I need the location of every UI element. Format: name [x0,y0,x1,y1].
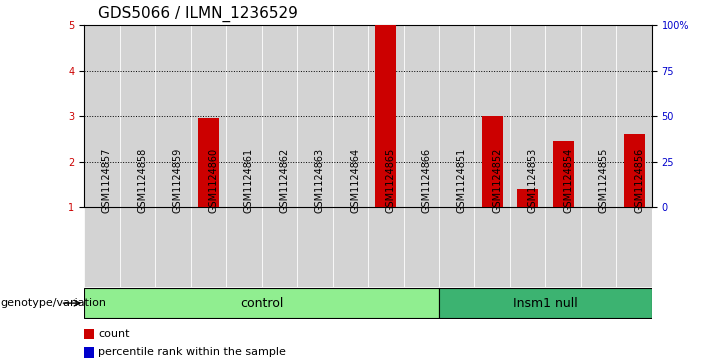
Bar [84,347,94,358]
Text: GDS5066 / ILMN_1236529: GDS5066 / ILMN_1236529 [98,5,298,22]
FancyBboxPatch shape [545,207,581,287]
FancyBboxPatch shape [510,207,545,287]
Bar [439,25,475,207]
Text: GSM1124858: GSM1124858 [137,148,147,213]
FancyBboxPatch shape [332,207,368,287]
Bar [198,118,219,207]
Text: GSM1124863: GSM1124863 [315,148,325,213]
FancyBboxPatch shape [191,207,226,287]
FancyBboxPatch shape [616,207,652,287]
Text: GSM1124865: GSM1124865 [386,148,396,213]
Bar [375,25,397,207]
Text: Insm1 null: Insm1 null [513,297,578,310]
Text: GSM1124856: GSM1124856 [634,148,644,213]
Text: GSM1124861: GSM1124861 [244,148,254,213]
Bar [332,25,368,207]
Text: GSM1124866: GSM1124866 [421,148,431,213]
FancyBboxPatch shape [261,207,297,287]
Text: percentile rank within the sample: percentile rank within the sample [98,347,286,357]
FancyBboxPatch shape [84,207,120,287]
FancyBboxPatch shape [120,207,155,287]
Bar [368,25,404,207]
Text: GSM1124855: GSM1124855 [599,148,608,213]
Text: GSM1124853: GSM1124853 [528,148,538,213]
Bar [191,25,226,207]
FancyBboxPatch shape [439,288,652,318]
FancyBboxPatch shape [368,207,404,287]
Bar [545,25,581,207]
Text: GSM1124854: GSM1124854 [563,148,573,213]
FancyBboxPatch shape [226,207,261,287]
Bar [552,141,574,207]
Bar [155,25,191,207]
Text: GSM1124860: GSM1124860 [208,148,218,213]
FancyBboxPatch shape [439,207,475,287]
FancyBboxPatch shape [84,288,439,318]
Bar [84,25,120,207]
Text: GSM1124852: GSM1124852 [492,148,502,213]
Text: GSM1124851: GSM1124851 [457,148,467,213]
Bar [482,116,503,207]
Text: GSM1124862: GSM1124862 [279,148,290,213]
FancyBboxPatch shape [581,207,616,287]
Bar [616,25,652,207]
Text: genotype/variation: genotype/variation [1,298,107,308]
Bar [404,25,439,207]
FancyBboxPatch shape [155,207,191,287]
Bar [581,25,616,207]
Bar [297,25,332,207]
Text: control: control [240,297,283,310]
Bar [475,25,510,207]
FancyBboxPatch shape [475,207,510,287]
Bar [120,25,155,207]
Text: GSM1124859: GSM1124859 [173,148,183,213]
Text: GSM1124864: GSM1124864 [350,148,360,213]
FancyBboxPatch shape [404,207,439,287]
Bar [510,25,545,207]
Text: count: count [98,329,130,339]
Bar [517,189,538,207]
Bar [84,329,94,339]
Bar [624,134,645,207]
FancyBboxPatch shape [297,207,332,287]
Bar [226,25,261,207]
Text: GSM1124857: GSM1124857 [102,148,112,213]
Bar [261,25,297,207]
